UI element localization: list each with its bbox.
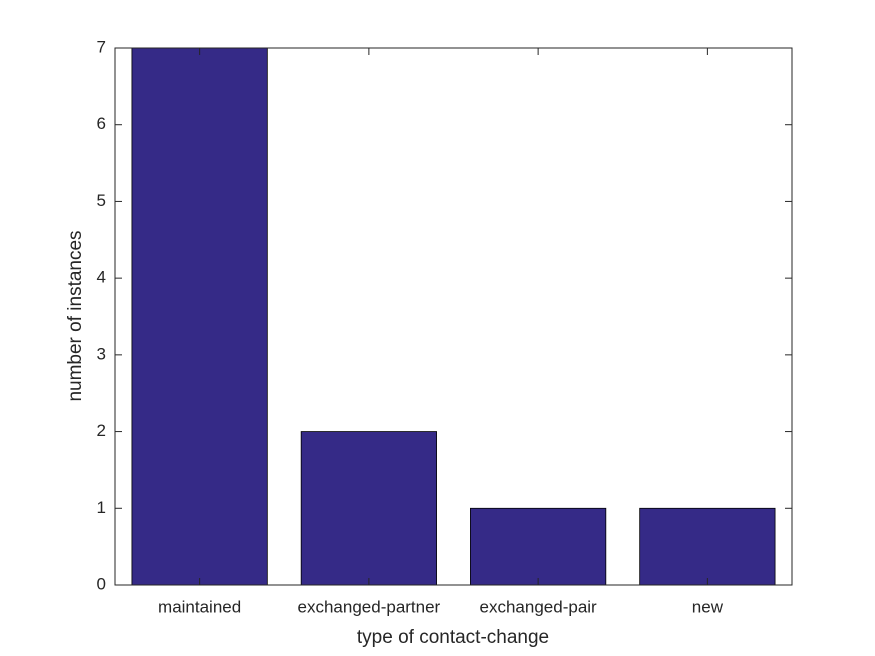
x-axis-label: type of contact-change: [357, 627, 549, 648]
y-tick-label: 7: [97, 37, 106, 56]
y-axis-label: number of instances: [65, 230, 86, 401]
y-tick-label: 4: [97, 268, 106, 287]
bar: [131, 47, 268, 586]
y-tick-label: 1: [97, 498, 106, 517]
x-tick-label: new: [692, 597, 724, 616]
y-tick-label: 2: [97, 421, 106, 440]
x-tick-label: exchanged-partner: [298, 597, 441, 616]
bar: [300, 431, 437, 586]
bar: [639, 507, 776, 586]
y-tick-label: 0: [97, 574, 106, 593]
y-tick-label: 5: [97, 191, 106, 210]
x-tick-label: maintained: [158, 597, 241, 616]
bar: [470, 507, 607, 586]
y-tick-label: 3: [97, 344, 106, 363]
plot-frame: [114, 47, 793, 586]
y-tick-label: 6: [97, 114, 106, 133]
x-tick-label: exchanged-pair: [480, 597, 598, 616]
